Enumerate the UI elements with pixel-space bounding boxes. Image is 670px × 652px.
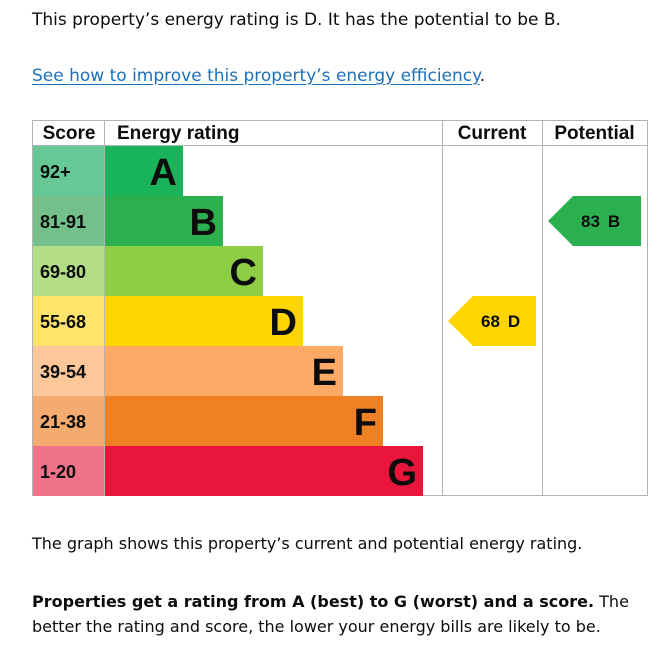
band-bar-c: [105, 246, 263, 296]
header-score: Score: [43, 123, 96, 144]
score-range-b: 81-91: [40, 212, 86, 232]
header-energy-rating: Energy rating: [117, 123, 239, 144]
score-cell-d: [33, 296, 104, 346]
current-rating-arrow: [448, 296, 536, 346]
chart-caption: The graph shows this property’s current …: [32, 534, 583, 553]
current-rating-label: 68 D: [481, 312, 520, 331]
band-letter-b: B: [190, 202, 217, 244]
band-bar-d: [105, 296, 303, 346]
rating-explanation: Properties get a rating from A (best) to…: [32, 589, 652, 639]
chart-bands: 92+ A 81-91 B 69-80 C 55-68 D 39-54 E 21-38 F 1-20 G: [33, 146, 423, 496]
chart-headers: Score Energy rating Current Potential: [43, 123, 635, 144]
band-letter-g: G: [387, 452, 417, 494]
band-bar-g: [105, 446, 423, 496]
band-letter-f: F: [354, 402, 377, 444]
energy-rating-chart: 92+ A81-91 B69-80 C55-68 D39-54 E21-38 F1-20 G …: [32, 120, 648, 496]
potential-rating-score: 83: [581, 212, 600, 231]
score-cell-a: [33, 146, 104, 196]
improve-link-line: See how to improve this property’s energ…: [32, 66, 485, 86]
current-rating-letter: D: [508, 312, 520, 331]
header-potential: Potential: [554, 123, 634, 144]
band-bar-f: [105, 396, 383, 446]
score-cell-b: [33, 196, 104, 246]
improve-efficiency-link[interactable]: See how to improve this property’s energ…: [32, 66, 480, 86]
band-letter-d: D: [270, 302, 297, 344]
score-cell-g: [33, 446, 104, 496]
band-letter-e: E: [312, 352, 337, 394]
header-current: Current: [458, 123, 527, 144]
score-range-f: 21-38: [40, 412, 86, 432]
score-range-c: 69-80: [40, 262, 86, 282]
score-range-a: 92+: [40, 162, 71, 182]
band-bar-b: [105, 196, 223, 246]
chart-grid: [32, 120, 648, 496]
band-letter-a: A: [150, 152, 177, 194]
band-bar-e: [105, 346, 343, 396]
potential-rating-letter: B: [608, 212, 620, 231]
band-bar-a: [105, 146, 183, 196]
chart-arrows: 68 D 83 B: [448, 196, 641, 346]
potential-rating-arrow: [548, 196, 641, 246]
score-cell-e: [33, 346, 104, 396]
band-letter-c: C: [230, 252, 257, 294]
score-cell-f: [33, 396, 104, 446]
score-range-g: 1-20: [40, 462, 76, 482]
score-cell-c: [33, 246, 104, 296]
intro-text: This property’s energy rating is D. It h…: [32, 10, 561, 30]
current-rating-score: 68: [481, 312, 500, 331]
link-suffix: .: [479, 66, 486, 86]
explanation-rest: The better the rating and score, the low…: [32, 592, 629, 636]
score-range-d: 55-68: [40, 312, 86, 332]
potential-rating-label: 83 B: [581, 212, 620, 231]
explanation-bold: Properties get a rating from A (best) to…: [32, 592, 595, 611]
score-range-e: 39-54: [40, 362, 86, 382]
